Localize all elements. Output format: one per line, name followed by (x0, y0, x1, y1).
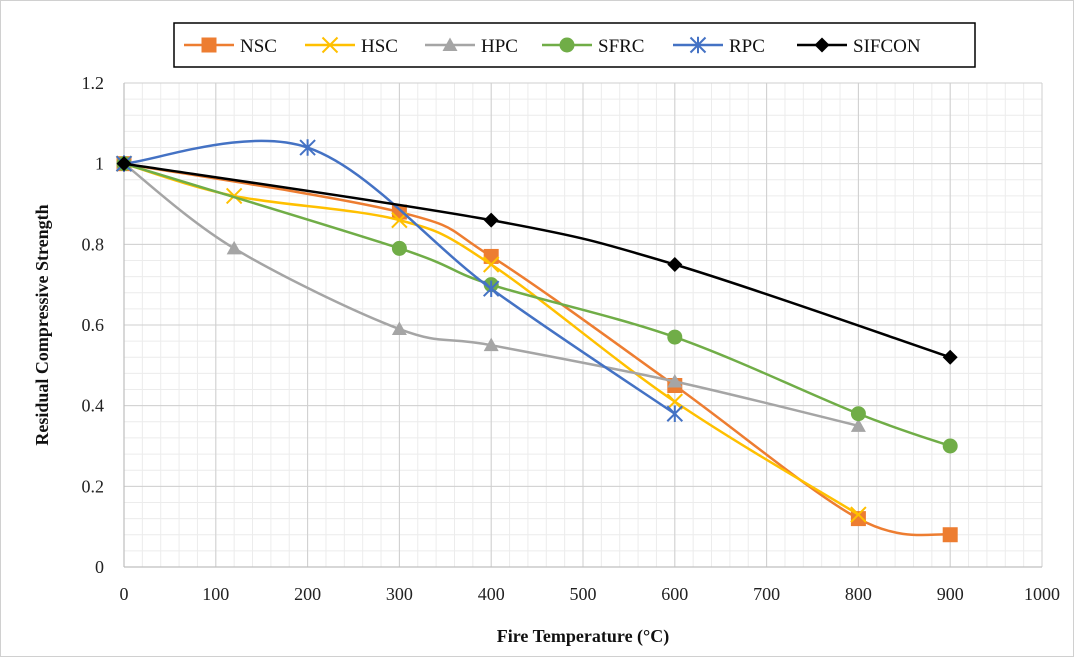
legend-label: NSC (240, 36, 277, 57)
axes: 0 100 200 300 400 500 600 700 800 900 1000 0 0.2 0.4 0… (82, 73, 1061, 604)
legend-label: RPC (729, 36, 765, 57)
series-line-sifcon (123, 162, 951, 359)
legend-label: SIFCON (853, 36, 921, 57)
x-tick-label: 400 (478, 584, 505, 604)
grid (123, 82, 1043, 568)
y-tick-label: 0.2 (82, 476, 105, 496)
y-tick-label: 1.2 (82, 73, 105, 93)
x-tick-label: 100 (202, 584, 229, 604)
x-tick-label: 200 (294, 584, 321, 604)
legend-marker (689, 36, 707, 54)
data-point-nsc (942, 527, 958, 543)
data-point-hpc (226, 240, 242, 255)
legend-marker (814, 37, 830, 53)
y-tick-label: 0.8 (82, 234, 105, 254)
x-tick-label: 500 (570, 584, 597, 604)
data-point-hpc (391, 321, 407, 336)
x-tick-label: 1000 (1024, 584, 1060, 604)
data-point-sifcon (116, 156, 132, 172)
data-point-rpc (482, 280, 500, 297)
legend-marker (321, 36, 339, 54)
data-point-hsc (850, 506, 867, 523)
series-layer (115, 139, 958, 543)
y-tick-label: 1 (95, 154, 104, 174)
legend-marker (442, 37, 458, 51)
data-point-sfrc (942, 438, 958, 454)
data-point-sifcon (942, 349, 958, 365)
series-line-hpc (123, 162, 859, 428)
legend: NSC HSC HPC SFRC RPC SIFCON (173, 22, 976, 68)
data-point-hpc (483, 337, 499, 352)
data-point-hsc (482, 256, 500, 273)
data-point-sfrc (667, 329, 683, 345)
x-tick-label: 600 (661, 584, 688, 604)
x-tick-label: 900 (937, 584, 964, 604)
data-point-hpc (850, 418, 866, 432)
y-axis-title: Residual Compressive Strength (32, 204, 52, 445)
data-point-sfrc (391, 240, 407, 256)
legend-label: HPC (481, 36, 518, 57)
series-sifcon (116, 156, 958, 365)
data-point-hsc (666, 393, 684, 410)
series-line-rpc (123, 139, 676, 415)
y-tick-label: 0 (95, 557, 104, 577)
x-tick-label: 800 (845, 584, 872, 604)
legend-marker (201, 37, 217, 53)
y-tick-label: 0.4 (82, 396, 105, 416)
y-tick-label: 0.6 (82, 315, 105, 335)
legend-label: HSC (361, 36, 398, 57)
data-point-rpc (299, 139, 316, 156)
x-tick-label: 0 (120, 584, 129, 604)
data-point-sifcon (483, 212, 499, 228)
x-axis-title: Fire Temperature (°C) (497, 626, 670, 647)
data-point-sfrc (850, 406, 866, 422)
legend-marker (559, 37, 575, 53)
data-point-hpc (667, 373, 683, 388)
data-point-sifcon (667, 257, 683, 272)
x-tick-label: 700 (753, 584, 780, 604)
x-tick-label: 300 (386, 584, 413, 604)
legend-label: SFRC (598, 36, 644, 57)
data-point-rpc (666, 405, 684, 422)
data-point-nsc (850, 511, 866, 527)
